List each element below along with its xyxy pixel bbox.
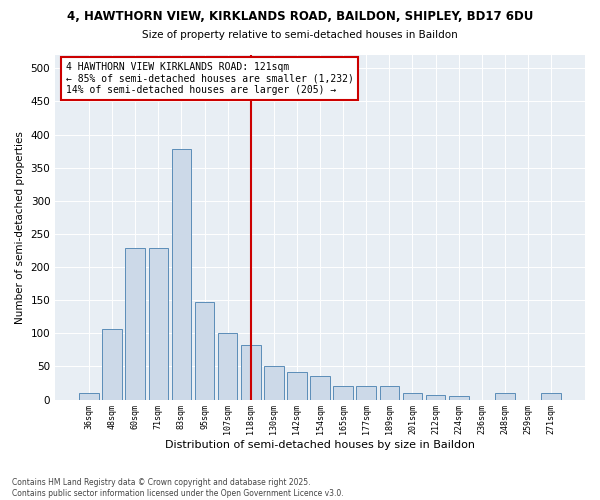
Text: Size of property relative to semi-detached houses in Baildon: Size of property relative to semi-detach… [142, 30, 458, 40]
Y-axis label: Number of semi-detached properties: Number of semi-detached properties [15, 131, 25, 324]
Bar [287, 372, 307, 400]
Bar [426, 395, 445, 400]
Bar [495, 393, 515, 400]
Bar [195, 302, 214, 400]
Bar [334, 386, 353, 400]
Bar [125, 248, 145, 400]
Bar [449, 396, 469, 400]
X-axis label: Distribution of semi-detached houses by size in Baildon: Distribution of semi-detached houses by … [165, 440, 475, 450]
Bar [380, 386, 399, 400]
Bar [403, 393, 422, 400]
Bar [310, 376, 330, 400]
Bar [172, 149, 191, 400]
Bar [218, 334, 238, 400]
Text: 4 HAWTHORN VIEW KIRKLANDS ROAD: 121sqm
← 85% of semi-detached houses are smaller: 4 HAWTHORN VIEW KIRKLANDS ROAD: 121sqm ←… [66, 62, 353, 95]
Bar [149, 248, 168, 400]
Bar [541, 393, 561, 400]
Text: 4, HAWTHORN VIEW, KIRKLANDS ROAD, BAILDON, SHIPLEY, BD17 6DU: 4, HAWTHORN VIEW, KIRKLANDS ROAD, BAILDO… [67, 10, 533, 23]
Bar [241, 344, 260, 400]
Text: Contains HM Land Registry data © Crown copyright and database right 2025.
Contai: Contains HM Land Registry data © Crown c… [12, 478, 344, 498]
Bar [356, 386, 376, 400]
Bar [103, 328, 122, 400]
Bar [264, 366, 284, 400]
Bar [79, 393, 99, 400]
